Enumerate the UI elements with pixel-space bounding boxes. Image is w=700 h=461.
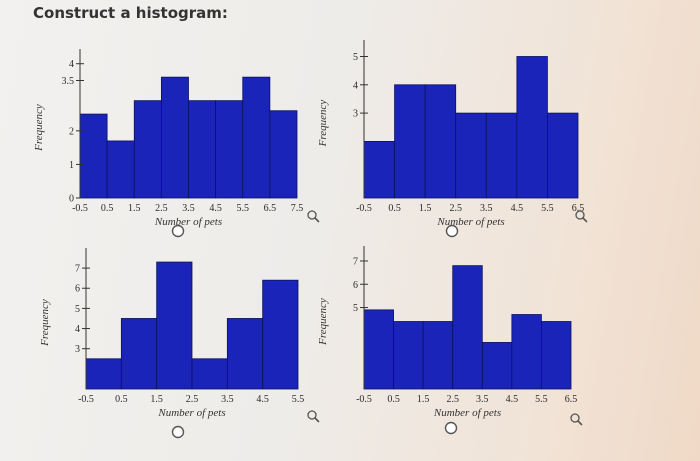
histogram-bar: [215, 100, 244, 199]
histogram-bar: [422, 321, 454, 390]
y-tick-label: 4: [69, 59, 74, 70]
histogram-bar: [481, 342, 513, 390]
x-tick-label: 3.5: [182, 203, 195, 214]
y-tick-label: 4: [353, 80, 358, 91]
x-axis-label: Number of pets: [157, 407, 225, 419]
magnifier-icon[interactable]: [307, 410, 320, 423]
x-tick-label: 2.5: [446, 394, 459, 405]
x-tick-label: -0.5: [72, 203, 88, 214]
x-tick-label: 3.5: [480, 203, 493, 214]
x-tick-label: 4.5: [209, 203, 222, 214]
x-tick-label: -0.5: [356, 394, 372, 405]
x-tick-label: 3.5: [221, 394, 234, 405]
x-tick-label: 4.5: [506, 394, 519, 405]
y-tick-label: 3: [75, 344, 80, 355]
x-tick-label: 0.5: [387, 394, 400, 405]
x-tick-label: 5.5: [292, 394, 305, 405]
x-tick-label: 5.5: [535, 394, 548, 405]
x-tick-label: 4.5: [511, 203, 524, 214]
y-tick-label: 4: [75, 324, 80, 335]
x-tick-label: 0.5: [115, 394, 128, 405]
histogram-bar: [242, 76, 271, 199]
histogram-bar: [85, 358, 122, 390]
histogram-bar: [393, 321, 424, 390]
histogram-bar: [452, 265, 483, 390]
y-axis-label: Frequency: [317, 100, 329, 148]
x-tick-label: 2.5: [449, 203, 462, 214]
x-tick-label: -0.5: [78, 394, 94, 405]
histogram-bar: [455, 112, 487, 199]
x-tick-label: 1.5: [128, 203, 141, 214]
answer-radio-button[interactable]: [445, 224, 459, 238]
question-title: Construct a histogram:: [33, 4, 228, 22]
histogram-bar: [541, 321, 572, 390]
x-tick-label: 4.5: [256, 394, 269, 405]
histogram-bar: [188, 100, 217, 199]
answer-radio-button[interactable]: [444, 421, 458, 435]
y-tick-label: 5: [353, 52, 358, 63]
magnifier-icon[interactable]: [575, 210, 588, 223]
y-tick-label: 2: [69, 126, 74, 137]
y-tick-label: 3.5: [62, 76, 75, 87]
y-tick-label: 7: [353, 256, 358, 267]
magnifier-icon[interactable]: [307, 210, 320, 223]
y-tick-label: 0: [69, 194, 74, 205]
x-tick-label: 5.5: [237, 203, 250, 214]
x-tick-label: 6.5: [565, 394, 578, 405]
y-axis-label: Frequency: [39, 299, 51, 347]
y-tick-label: 1: [69, 160, 74, 171]
histogram-bar: [547, 112, 579, 199]
x-tick-label: 6.5: [264, 203, 277, 214]
histogram-bar: [485, 112, 518, 199]
histogram-bar: [191, 358, 228, 390]
histogram-bar: [106, 140, 135, 199]
x-tick-label: 5.5: [541, 203, 554, 214]
x-axis-label: Number of pets: [154, 216, 222, 228]
x-axis-label: Number of pets: [433, 407, 501, 419]
x-tick-label: 2.5: [186, 394, 199, 405]
y-tick-label: 3: [353, 109, 358, 120]
answer-radio-button[interactable]: [171, 224, 185, 238]
histogram-bar: [269, 110, 298, 199]
histogram-bar: [363, 140, 395, 199]
x-tick-label: 6.5: [572, 203, 585, 214]
histogram-bar: [156, 261, 193, 390]
x-tick-label: 7.5: [291, 203, 304, 214]
y-axis-label: Frequency: [33, 104, 45, 152]
x-tick-label: 2.5: [155, 203, 168, 214]
answer-radio-button[interactable]: [171, 425, 185, 439]
histogram-bar: [363, 309, 394, 390]
x-tick-label: 0.5: [388, 203, 401, 214]
histogram-bar: [516, 56, 548, 199]
y-tick-label: 6: [353, 280, 358, 291]
x-tick-label: 0.5: [101, 203, 114, 214]
y-axis-label: Frequency: [317, 298, 329, 346]
histogram-bar: [394, 84, 426, 199]
y-tick-label: 5: [75, 304, 80, 315]
magnifier-icon[interactable]: [570, 413, 583, 426]
y-tick-label: 5: [353, 303, 358, 314]
histogram-bar: [511, 314, 542, 390]
y-tick-label: 6: [75, 284, 80, 295]
histogram-bar: [424, 84, 457, 199]
x-tick-label: 1.5: [417, 394, 430, 405]
x-tick-label: 1.5: [150, 394, 163, 405]
x-tick-label: -0.5: [356, 203, 372, 214]
x-tick-label: 1.5: [419, 203, 432, 214]
y-tick-label: 7: [75, 264, 80, 275]
histogram-bar: [262, 279, 299, 390]
histogram-bar: [120, 318, 158, 390]
x-tick-label: 3.5: [476, 394, 489, 405]
